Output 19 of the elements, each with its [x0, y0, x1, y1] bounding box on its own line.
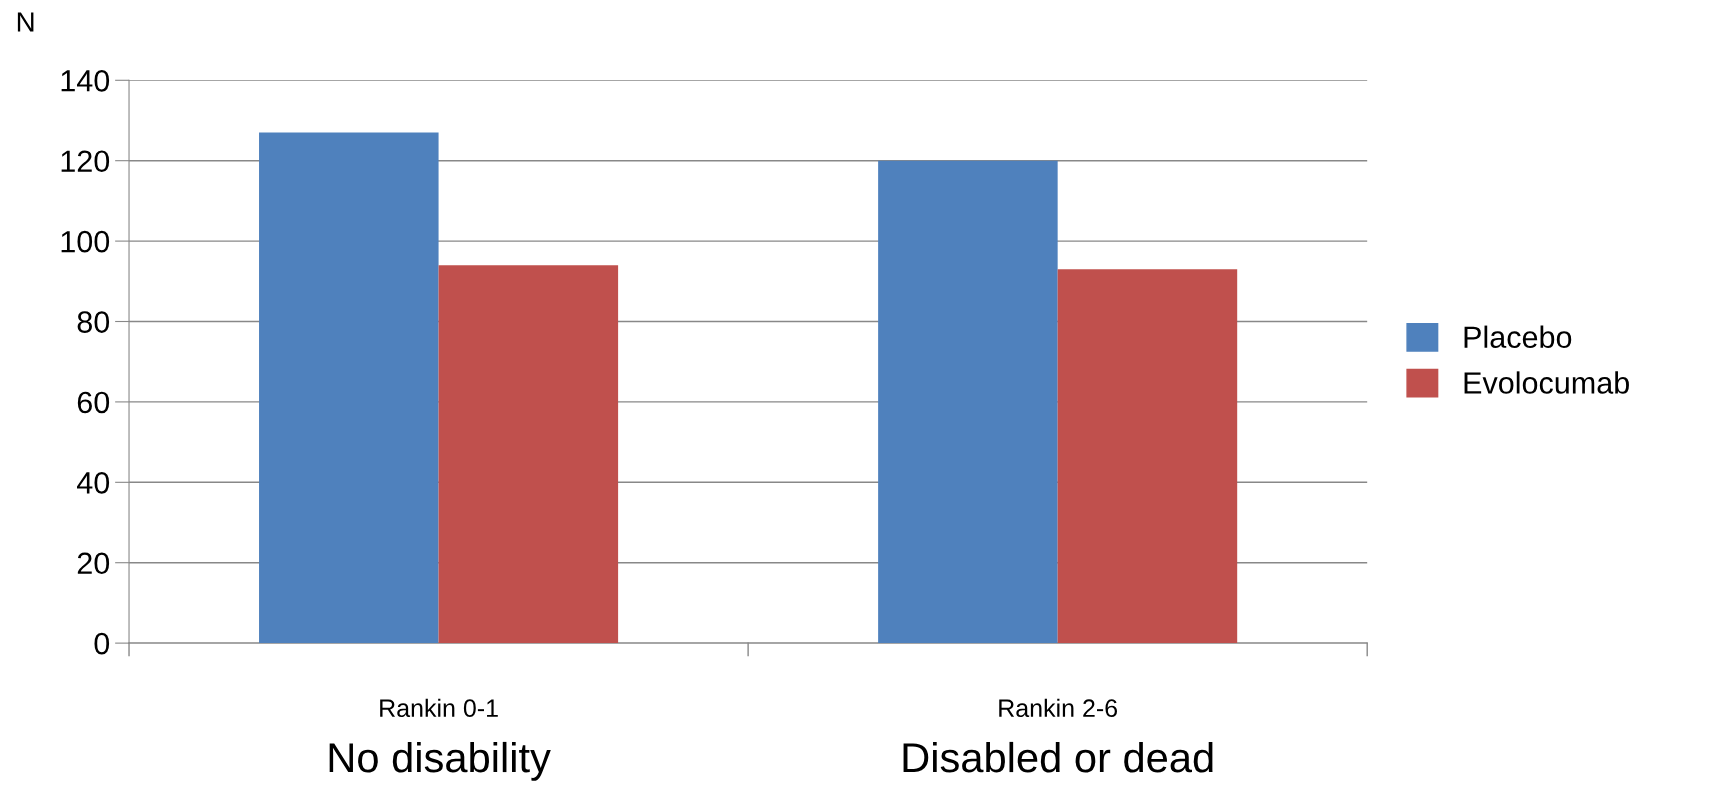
y-tick-label: 20: [77, 552, 110, 575]
x-tick-label: Rankin 0-1: [380, 698, 498, 718]
bar: [878, 160, 1058, 644]
y-tick-label: 140: [61, 70, 110, 92]
y-tick-label: 40: [77, 472, 110, 494]
text: No disability: [329, 741, 551, 781]
bar: [438, 265, 619, 644]
legend-label: Placebo: [1464, 325, 1572, 349]
y-tick-label: 60: [77, 391, 110, 414]
y-tick-label: 120: [61, 150, 110, 173]
x-tick-label: Rankin 2-6: [999, 698, 1118, 718]
y-tick-label: 80: [77, 311, 110, 333]
bar: [259, 132, 439, 644]
text: Disabled or dead: [903, 741, 1213, 773]
y-tick-label: 100: [61, 230, 110, 253]
bar: [1057, 269, 1238, 644]
legend-label: Evolocumab: [1464, 371, 1629, 394]
y-tick-label: 0: [94, 632, 110, 655]
y-axis-title: N: [17, 12, 34, 32]
